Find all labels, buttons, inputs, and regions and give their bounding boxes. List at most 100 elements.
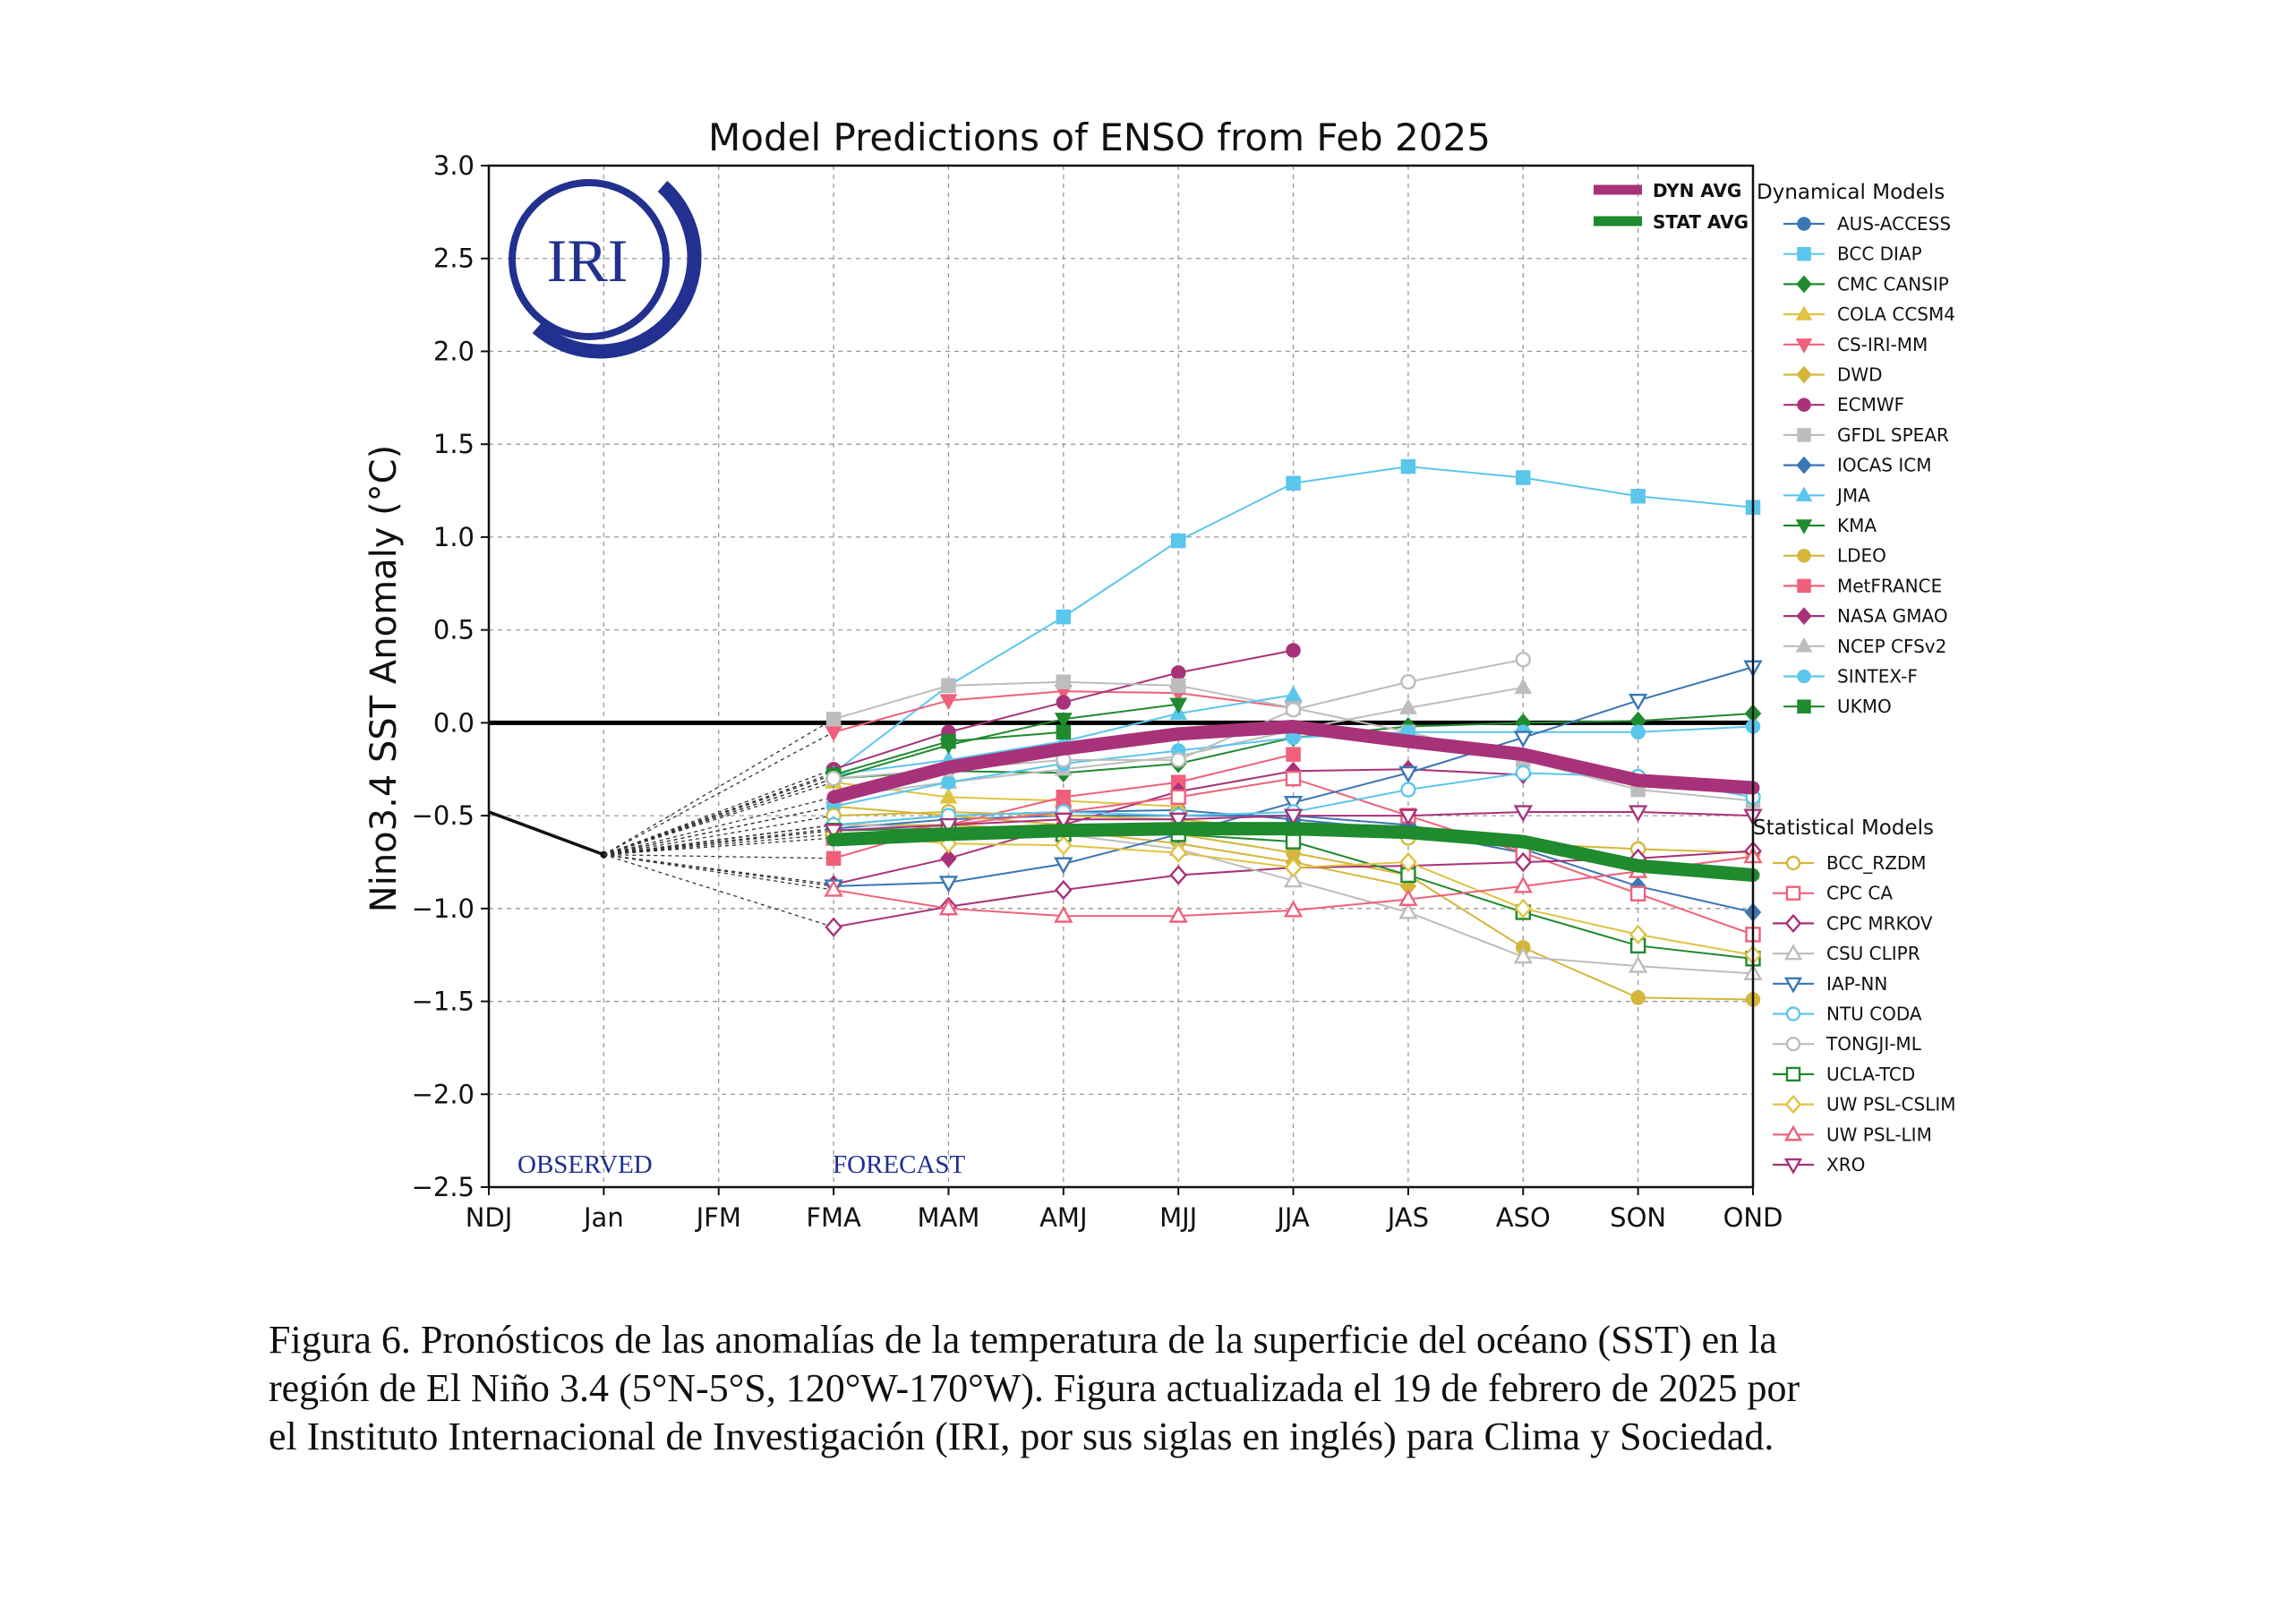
legend-marker bbox=[1783, 944, 1803, 961]
series-point bbox=[1056, 609, 1072, 625]
statistical-legend-title: Statistical Models bbox=[1753, 816, 1934, 840]
legend-marker bbox=[1785, 1036, 1801, 1052]
legend-label: BCC DIAP bbox=[1837, 244, 1922, 265]
legend-marker bbox=[1784, 913, 1802, 933]
series-point bbox=[1054, 857, 1073, 875]
legend-label: MetFRANCE bbox=[1837, 575, 1942, 596]
x-tick-label: JFM bbox=[695, 1202, 741, 1233]
series-point bbox=[1514, 678, 1533, 695]
legend-marker bbox=[1796, 456, 1812, 474]
series-point bbox=[1054, 905, 1073, 923]
series-point bbox=[1169, 842, 1188, 863]
series-point bbox=[824, 824, 843, 842]
series-point bbox=[1283, 870, 1304, 888]
series-point bbox=[1400, 782, 1416, 798]
legend-marker bbox=[1796, 275, 1812, 294]
legend-marker bbox=[1797, 428, 1811, 442]
legend-label: COLA CCSM4 bbox=[1837, 303, 1955, 325]
series-point bbox=[1170, 752, 1186, 768]
dynamical-legend-title: Dynamical Models bbox=[1757, 181, 1945, 204]
y-tick-label: 1.0 bbox=[433, 522, 475, 552]
series-point bbox=[1284, 685, 1303, 702]
series-point bbox=[1054, 713, 1073, 729]
caption-line-2: región de El Niño 3.4 (5°N-5°S, 120°W-17… bbox=[269, 1366, 1800, 1410]
forecast-connector bbox=[603, 854, 834, 891]
legend-label: NTU CODA bbox=[1826, 1004, 1922, 1025]
caption-line-3: el Instituto Internacional de Investigac… bbox=[269, 1415, 1774, 1458]
average-line bbox=[826, 720, 1760, 804]
average-legend: DYN AVG STAT AVG bbox=[1594, 180, 1749, 233]
series-line bbox=[833, 703, 1179, 780]
series-point bbox=[941, 733, 956, 749]
series-ecmwf bbox=[825, 643, 1301, 777]
series-point bbox=[1400, 458, 1416, 474]
legend-label: JMA bbox=[1835, 484, 1870, 506]
legend-label: ECMWF bbox=[1837, 394, 1904, 415]
forecast-connector bbox=[603, 806, 834, 856]
series-point bbox=[1283, 808, 1304, 826]
forecast-connector bbox=[603, 815, 834, 856]
series-uw-psl-lim bbox=[824, 846, 1763, 923]
y-tick-label: −2.0 bbox=[412, 1079, 475, 1109]
series-point bbox=[1285, 833, 1302, 850]
legend-label: KMA bbox=[1837, 515, 1877, 536]
observed-line bbox=[488, 810, 604, 857]
legend-marker bbox=[1784, 1095, 1802, 1115]
series-point bbox=[1629, 885, 1646, 902]
series-point bbox=[941, 774, 956, 790]
series-point bbox=[1630, 990, 1646, 1005]
legend-marker bbox=[1783, 1158, 1803, 1175]
forecast-connector bbox=[603, 782, 834, 856]
series-point bbox=[1168, 905, 1188, 923]
x-tick-label: SON bbox=[1610, 1202, 1666, 1233]
legend-marker bbox=[1795, 519, 1813, 534]
legend-marker bbox=[1797, 548, 1811, 563]
series-point bbox=[1628, 805, 1648, 823]
legend-label: AUS-ACCESS bbox=[1837, 213, 1951, 235]
legend-label: IOCAS ICM bbox=[1837, 455, 1931, 476]
series-point bbox=[1513, 805, 1533, 823]
x-tick-label: OND bbox=[1723, 1202, 1783, 1233]
series-point bbox=[1398, 888, 1418, 907]
legend-label: NASA GMAO bbox=[1837, 605, 1948, 627]
legend-marker bbox=[1797, 699, 1811, 714]
series-point bbox=[1629, 924, 1647, 945]
legend-marker bbox=[1783, 977, 1803, 994]
legend-marker bbox=[1797, 578, 1811, 594]
series-point bbox=[824, 879, 843, 897]
y-tick-label: −2.5 bbox=[412, 1172, 475, 1202]
axis-ticks: NDJ Jan JFM FMA MAM AMJ MJJ JJA JAS ASO SON OND 3.0 2… bbox=[412, 150, 1783, 1233]
legend-marker bbox=[1797, 397, 1811, 412]
series-point bbox=[941, 678, 956, 694]
observed-label: OBSERVED bbox=[517, 1150, 653, 1179]
series-point bbox=[1285, 702, 1302, 718]
series-point bbox=[1170, 665, 1186, 680]
legend-marker bbox=[1797, 669, 1811, 684]
legend-marker bbox=[1796, 365, 1812, 384]
series-point bbox=[1515, 652, 1531, 668]
average-legend-label: STAT AVG bbox=[1653, 211, 1749, 233]
legend-marker bbox=[1783, 1124, 1803, 1141]
iri-logo: IRI bbox=[509, 179, 702, 359]
forecast-connector bbox=[603, 837, 834, 856]
series-point bbox=[1284, 857, 1303, 878]
y-tick-label: 2.0 bbox=[433, 336, 475, 366]
legend-marker bbox=[1785, 1006, 1801, 1021]
y-tick-label: 3.0 bbox=[433, 150, 475, 181]
y-tick-label: 1.5 bbox=[433, 429, 475, 459]
forecast-connector bbox=[603, 772, 834, 856]
enso-chart: NDJ Jan JFM FMA MAM AMJ MJJ JJA JAS ASO SON OND 3.0 2… bbox=[363, 115, 1956, 1233]
series-point bbox=[1399, 851, 1417, 873]
series-point bbox=[1056, 724, 1072, 739]
legend-marker bbox=[1785, 885, 1801, 901]
legend-label: DWD bbox=[1837, 364, 1883, 386]
legend-marker bbox=[1795, 305, 1813, 321]
x-tick-label: MJJ bbox=[1159, 1202, 1197, 1233]
legend-marker bbox=[1785, 1066, 1801, 1082]
series-point bbox=[1515, 765, 1531, 782]
series-point bbox=[939, 694, 958, 711]
series-point bbox=[1628, 955, 1648, 973]
series-point bbox=[1286, 643, 1301, 658]
x-tick-label: ASO bbox=[1496, 1202, 1551, 1233]
forecast-connector bbox=[603, 768, 834, 856]
